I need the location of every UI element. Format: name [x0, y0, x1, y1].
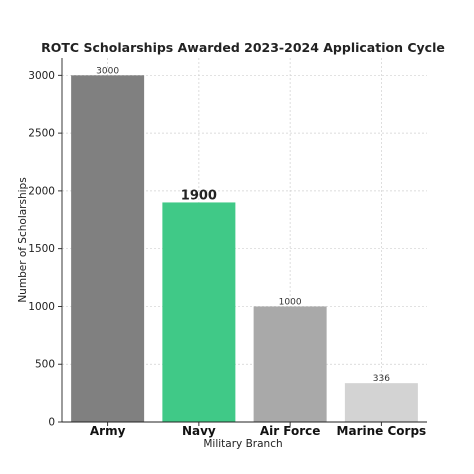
y-ticks: 0 500 1000 1500 2000 2500 3000: [28, 70, 62, 429]
y-tick-label: 1000: [28, 301, 55, 313]
y-tick-label: 2500: [28, 128, 55, 140]
x-tick-label: Air Force: [260, 424, 321, 438]
y-tick-label: 3000: [28, 70, 55, 82]
bar-air-force: [253, 306, 327, 422]
bar-navy: [162, 202, 236, 422]
data-label: 1000: [279, 297, 302, 307]
x-ticks: Army Navy Air Force Marine Corps: [90, 422, 426, 438]
data-labels: 3000 1900 1000 336: [96, 66, 390, 384]
data-label: 336: [373, 374, 390, 384]
data-label: 1900: [181, 188, 217, 203]
y-tick-label: 500: [35, 359, 55, 371]
y-tick-label: 1500: [28, 243, 55, 255]
x-tick-label: Marine Corps: [337, 424, 427, 438]
y-axis-label: Number of Scholarships: [17, 177, 29, 302]
chart-title: ROTC Scholarships Awarded 2023-2024 Appl…: [41, 40, 445, 55]
axes: [61, 58, 427, 423]
bar-marine-corps: [344, 383, 418, 422]
bars: [71, 75, 418, 422]
data-label: 3000: [96, 66, 119, 76]
x-axis-label: Military Branch: [203, 438, 282, 450]
y-tick-label: 2000: [28, 185, 55, 197]
x-tick-label: Army: [90, 424, 126, 438]
y-tick-label: 0: [48, 417, 55, 429]
x-tick-label: Navy: [182, 424, 216, 438]
bar-army: [71, 75, 145, 422]
